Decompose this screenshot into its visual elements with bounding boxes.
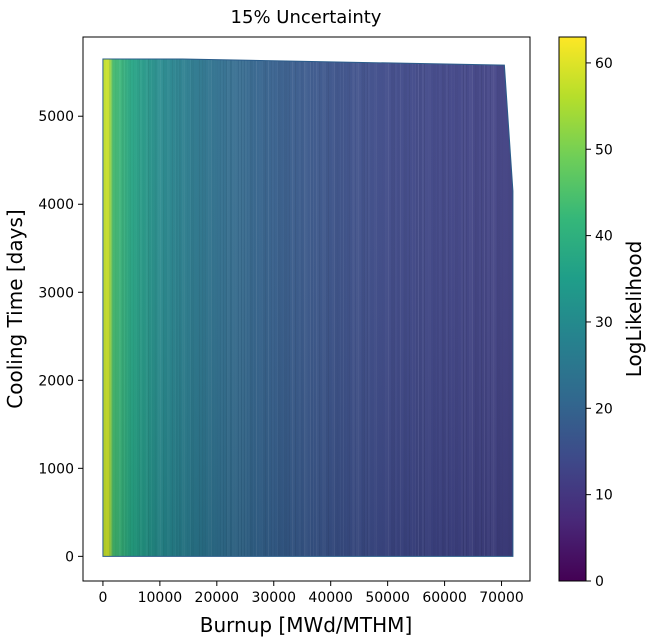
colorbar-tick-label: 10 — [595, 488, 613, 504]
heatmap-shading — [102, 59, 513, 557]
y-tick-label: 0 — [65, 549, 74, 565]
y-axis: 0 1000 2000 3000 4000 5000 — [38, 109, 83, 565]
plot-border — [82, 36, 531, 582]
colorbar-gradient — [558, 36, 587, 582]
x-tick-label: 70000 — [479, 590, 524, 606]
x-tick-label: 20000 — [195, 590, 240, 606]
colorbar: 0 10 20 30 40 50 60 LogLikelihood — [558, 36, 646, 590]
plot-area — [82, 36, 531, 582]
x-tick-label: 0 — [98, 590, 107, 606]
colorbar-tick-label: 20 — [595, 401, 613, 417]
colorbar-tick-label: 50 — [595, 142, 613, 158]
colorbar-label: LogLikelihood — [622, 241, 646, 378]
y-tick-label: 2000 — [38, 373, 74, 389]
x-tick-label: 50000 — [365, 590, 410, 606]
colorbar-ticks: 0 10 20 30 40 50 60 — [586, 56, 613, 590]
colorbar-tick-label: 60 — [595, 56, 613, 72]
y-axis-label: Cooling Time [days] — [3, 209, 27, 408]
x-tick-label: 10000 — [138, 590, 183, 606]
x-tick-label: 30000 — [251, 590, 296, 606]
y-tick-label: 5000 — [38, 109, 74, 125]
x-tick-label: 40000 — [308, 590, 353, 606]
heatmap-domain-outline — [102, 58, 514, 557]
colorbar-tick-label: 0 — [595, 574, 604, 590]
x-axis-label: Burnup [MWd/MTHM] — [200, 613, 413, 637]
y-tick-label: 4000 — [38, 197, 74, 213]
colorbar-tick-label: 40 — [595, 229, 613, 245]
x-tick-label: 60000 — [422, 590, 467, 606]
y-tick-label: 3000 — [38, 285, 74, 301]
chart-title: 15% Uncertainty — [231, 7, 382, 28]
y-tick-label: 1000 — [38, 461, 74, 477]
x-axis: 0 10000 20000 30000 40000 50000 60000 70000 — [98, 581, 524, 606]
colorbar-tick-label: 30 — [595, 315, 613, 331]
